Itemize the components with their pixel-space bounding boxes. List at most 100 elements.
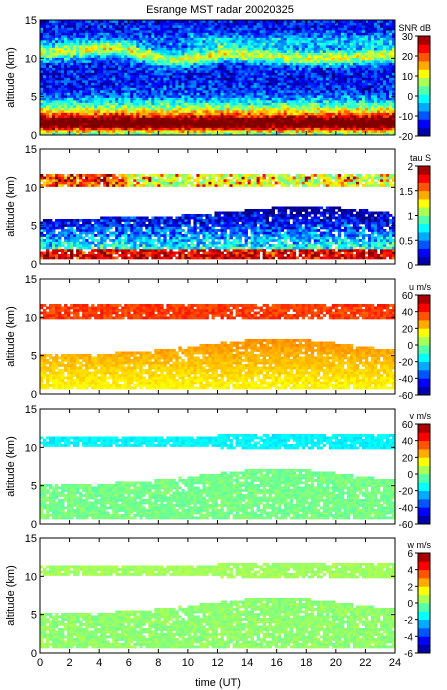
heatmap-cell	[61, 40, 65, 43]
heatmap-cell	[352, 97, 357, 101]
heatmap-cell	[307, 87, 312, 91]
heatmap-cell	[172, 60, 176, 63]
heatmap-cell	[46, 52, 50, 56]
heatmap-cell	[274, 80, 279, 83]
heatmap-cell	[112, 105, 116, 108]
heatmap-cell	[358, 100, 363, 103]
heatmap-cell	[94, 115, 98, 118]
heatmap-cell	[355, 35, 360, 38]
heatmap-cell	[280, 122, 285, 126]
heatmap-cell	[136, 57, 140, 61]
heatmap-cell	[340, 130, 345, 133]
heatmap-cell	[349, 42, 354, 46]
heatmap-cell	[193, 65, 197, 68]
heatmap-cell	[115, 27, 119, 31]
heatmap-cell	[295, 45, 300, 48]
heatmap-cell	[85, 90, 89, 93]
heatmap-cell	[268, 77, 272, 81]
heatmap-cell	[217, 112, 221, 116]
heatmap-cell	[223, 45, 227, 48]
heatmap-cell	[157, 57, 161, 61]
heatmap-cell	[295, 55, 300, 58]
heatmap-cell	[277, 112, 282, 116]
heatmap-cell	[286, 117, 291, 121]
heatmap-cell	[58, 72, 62, 76]
heatmap-cell	[352, 50, 357, 53]
heatmap-cell	[172, 95, 176, 98]
heatmap-cell	[100, 55, 104, 58]
heatmap-cell	[145, 95, 149, 98]
heatmap-cell	[151, 87, 155, 91]
heatmap-cell	[124, 42, 128, 46]
heatmap-cell	[286, 77, 291, 81]
heatmap-cell	[223, 27, 227, 31]
heatmap-cell	[124, 30, 128, 33]
heatmap-cell	[127, 110, 131, 113]
heatmap-cell	[328, 72, 333, 76]
heatmap-cell	[301, 37, 306, 41]
heatmap-cell	[310, 132, 315, 136]
heatmap-cell	[292, 130, 297, 133]
heatmap-cell	[196, 70, 200, 73]
heatmap-cell	[253, 35, 257, 38]
heatmap-cell	[148, 120, 152, 123]
heatmap-cell	[166, 75, 170, 78]
heatmap-cell	[175, 20, 179, 23]
heatmap-cell	[286, 70, 291, 73]
heatmap-cell	[316, 112, 321, 116]
heatmap-cell	[229, 50, 233, 53]
heatmap-cell	[232, 100, 236, 103]
heatmap-cell	[352, 42, 357, 46]
heatmap-cell	[160, 90, 164, 93]
heatmap-cell	[364, 115, 369, 118]
heatmap-cell	[127, 107, 131, 111]
heatmap-cell	[229, 112, 233, 116]
heatmap-cell	[256, 72, 260, 76]
heatmap-cell	[121, 115, 125, 118]
heatmap-cell	[172, 97, 176, 101]
heatmap-cell	[361, 50, 366, 53]
heatmap-cell	[112, 42, 116, 46]
heatmap-cell	[73, 70, 77, 73]
heatmap-cell	[256, 120, 260, 123]
heatmap-cell	[277, 40, 282, 43]
heatmap-cell	[310, 80, 315, 83]
heatmap-cell	[328, 20, 333, 23]
heatmap-cell	[100, 35, 104, 38]
heatmap-cell	[346, 82, 351, 86]
heatmap-cell	[67, 72, 71, 76]
heatmap-cell	[331, 125, 336, 128]
heatmap-cell	[208, 40, 212, 43]
heatmap-cell	[220, 60, 224, 63]
heatmap-cell	[193, 20, 197, 23]
heatmap-cell	[127, 125, 131, 128]
heatmap-cell	[151, 102, 155, 106]
heatmap-cell	[196, 60, 200, 63]
heatmap-cell	[154, 55, 158, 58]
heatmap-cell	[205, 22, 209, 26]
heatmap-cell	[154, 45, 158, 48]
heatmap-cell	[229, 87, 233, 91]
heatmap-cell	[256, 45, 260, 48]
heatmap-cell	[43, 47, 47, 51]
heatmap-cell	[325, 57, 330, 61]
heatmap-cell	[319, 125, 324, 128]
heatmap-cell	[85, 95, 89, 98]
heatmap-cell	[313, 130, 318, 133]
heatmap-cell	[301, 32, 306, 36]
heatmap-cell	[91, 100, 95, 103]
heatmap-cell	[64, 20, 68, 23]
heatmap-cell	[61, 125, 65, 128]
heatmap-cell	[154, 127, 158, 131]
heatmap-cell	[250, 125, 254, 128]
heatmap-cell	[181, 120, 185, 123]
heatmap-cell	[268, 102, 272, 106]
heatmap-cell	[82, 75, 86, 78]
heatmap-cell	[211, 30, 215, 33]
heatmap-cell	[331, 127, 336, 131]
heatmap-cell	[160, 27, 164, 31]
heatmap-cell	[316, 70, 321, 73]
heatmap-cell	[355, 40, 360, 43]
heatmap-cell	[166, 102, 170, 106]
heatmap-cell	[112, 80, 116, 83]
